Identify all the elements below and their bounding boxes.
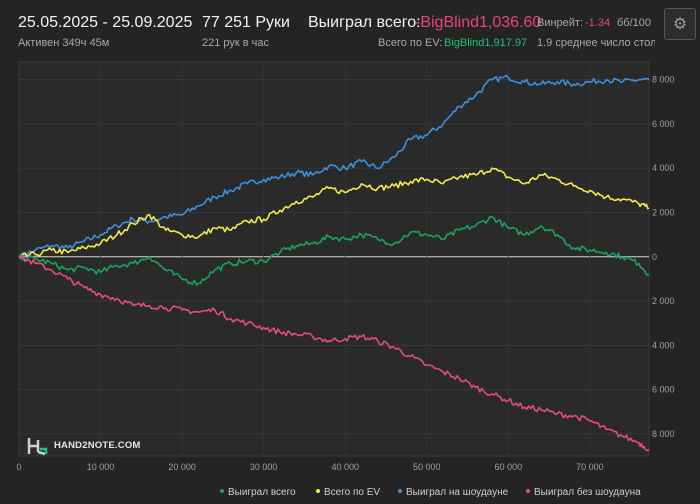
winrate-value: -1.34	[585, 17, 611, 29]
x-tick-label: 50 000	[413, 462, 441, 472]
avg-table-count: 1.9 среднее число стол	[537, 37, 655, 49]
legend-ev-total[interactable]: Всего по EV	[316, 487, 380, 498]
ev-label: Всего по EV:	[378, 37, 443, 49]
won-total-label: Выиграл всего:	[308, 14, 421, 31]
settings-button[interactable]: ⚙	[664, 8, 696, 40]
winrate-unit: бб/100	[617, 17, 652, 29]
legend-dot-icon	[398, 489, 402, 494]
x-tick-label: 20 000	[168, 462, 196, 472]
x-tick-label: 70 000	[576, 462, 604, 472]
x-axis-labels: 0 10 000 20 000 30 000 40 000 50 000 60 000 70 …	[16, 462, 603, 472]
report-header: 25.05.2025 - 25.09.2025 Активен 349ч 45м…	[0, 0, 700, 56]
x-tick-label: 0	[16, 462, 21, 472]
y-tick-label: 4 000	[652, 340, 675, 350]
won-total-value: -BigBlind1,036.60	[415, 14, 542, 31]
y-tick-label: 8 000	[652, 75, 675, 85]
legend-label: Выиграл на шоудауне	[406, 487, 509, 498]
legend-won-no-showdown[interactable]: Выиграл без шоудауна	[526, 487, 641, 498]
x-tick-label: 30 000	[250, 462, 278, 472]
y-tick-label: 2 000	[652, 296, 675, 306]
series-line-won_no_showdown[interactable]	[18, 254, 650, 452]
ev-value: BigBlind1,917.97	[444, 37, 528, 49]
y-tick-label: 0	[652, 252, 657, 262]
gear-icon: ⚙	[672, 16, 688, 33]
legend-label: Всего по EV	[324, 487, 381, 498]
profit-chart: 8 000 6 000 4 000 2 000 0 2 000 4 000 6 000 8 00…	[16, 61, 675, 472]
legend-dot-icon	[220, 489, 224, 494]
y-tick-label: 6 000	[652, 119, 675, 129]
hands-count: 77 251 Руки	[202, 14, 290, 31]
plot-area	[18, 61, 650, 457]
active-time: Активен 349ч 45м	[18, 37, 110, 49]
series-line-won_showdown[interactable]	[18, 74, 650, 260]
y-tick-label: 8 000	[652, 429, 675, 439]
date-range[interactable]: 25.05.2025 - 25.09.2025	[18, 14, 193, 31]
y-axis-labels: 8 000 6 000 4 000 2 000 0 2 000 4 000 6 000 8 00…	[652, 75, 675, 439]
legend-dot-icon	[526, 489, 530, 494]
chart-legend: Выиграл всего Всего по EV Выиграл на шоу…	[0, 484, 700, 502]
y-tick-label: 2 000	[652, 208, 675, 218]
x-tick-label: 60 000	[495, 462, 523, 472]
winrate-label: Винрейт:	[537, 17, 584, 29]
hand2note-logo: HAND2NOTE.COM	[26, 436, 140, 456]
series-line-ev_total[interactable]	[18, 167, 650, 258]
legend-won-showdown[interactable]: Выиграл на шоудауне	[398, 487, 508, 498]
y-tick-label: 6 000	[652, 385, 675, 395]
legend-label: Выиграл всего	[228, 487, 296, 498]
series-line-won_total[interactable]	[18, 215, 650, 286]
legend-label: Выиграл без шоудауна	[534, 487, 641, 498]
legend-won-total[interactable]: Выиграл всего	[220, 487, 296, 498]
logo-text: HAND2NOTE.COM	[54, 440, 141, 451]
grid-lines	[18, 62, 649, 456]
x-tick-label: 10 000	[87, 462, 115, 472]
x-tick-label: 40 000	[331, 462, 359, 472]
series-lines	[18, 74, 650, 452]
hands-per-hour: 221 рук в час	[202, 37, 270, 49]
y-tick-label: 4 000	[652, 163, 675, 173]
h2n-logo-icon	[27, 438, 48, 456]
legend-dot-icon	[316, 489, 320, 494]
